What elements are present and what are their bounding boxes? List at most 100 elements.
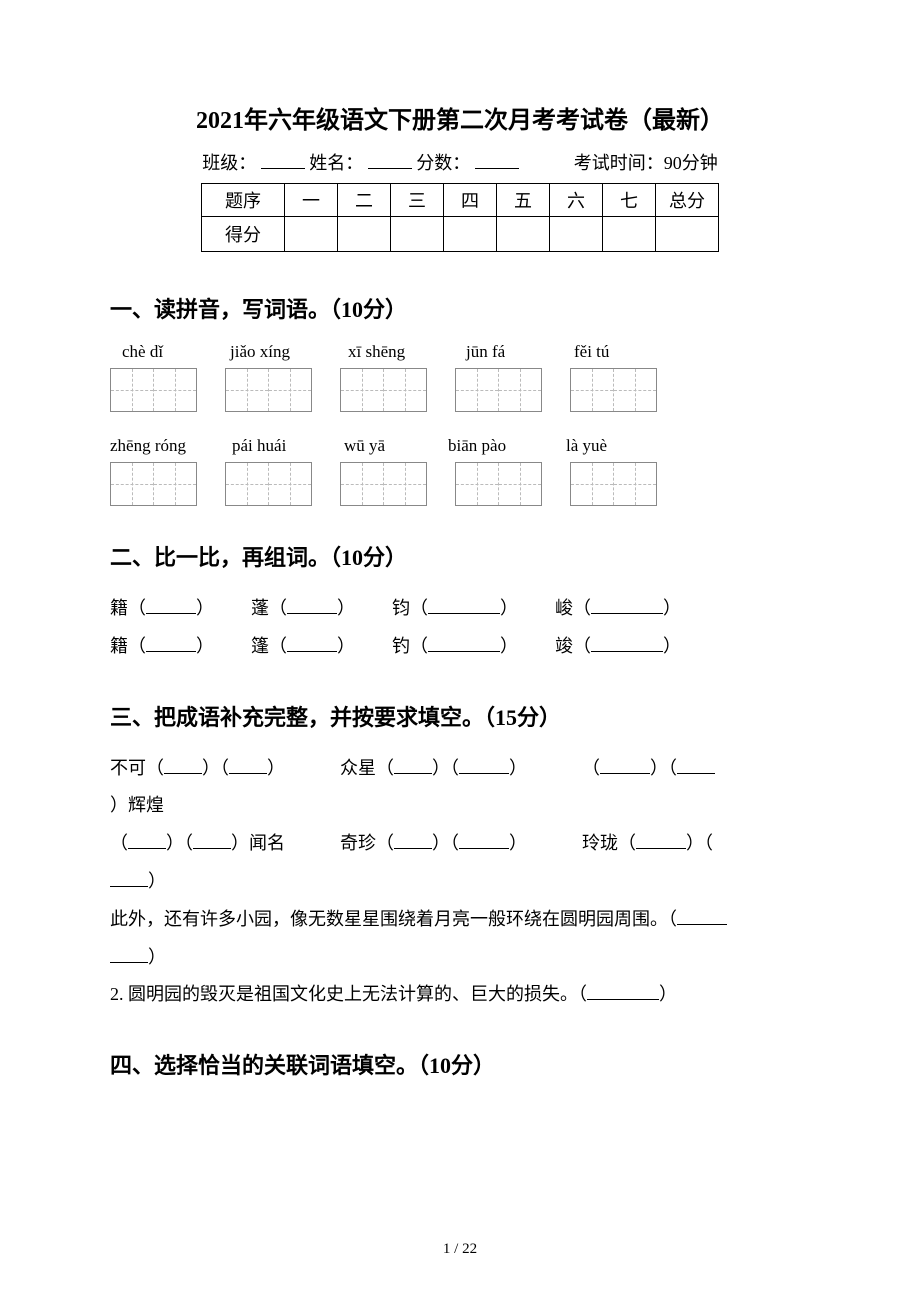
answer-blank[interactable]: [677, 924, 727, 925]
class-label: 班级：: [202, 153, 256, 173]
name-label: 姓名：: [309, 153, 363, 173]
pinyin-item: xī shēng: [348, 342, 466, 362]
pinyin-item: pái huái: [232, 436, 344, 456]
score-cell[interactable]: [444, 217, 497, 252]
question-text: 2. 圆明园的毁灭是祖国文化史上无法计算的、巨大的损失。: [110, 984, 578, 1004]
score-table-row-label: 题序: [202, 184, 285, 217]
score-table-score-row: 得分: [202, 217, 719, 252]
pinyin-item: fěi tú: [574, 342, 674, 362]
pinyin-item: jiǎo xíng: [230, 342, 348, 362]
word-char: 钧: [392, 598, 410, 618]
score-col: 七: [603, 184, 656, 217]
char-box-group[interactable]: [455, 368, 542, 412]
word-blank[interactable]: [428, 613, 500, 614]
word-blank[interactable]: [591, 651, 663, 652]
word-blank[interactable]: [428, 651, 500, 652]
word-char: 籍: [110, 598, 128, 618]
score-col: 一: [285, 184, 338, 217]
word-char: 蓬: [251, 598, 269, 618]
idiom-blank[interactable]: [164, 773, 202, 774]
section-2-content: 籍（） 蓬（） 钧（） 峻（） 籍（） 篷（） 钓（） 竣（）: [110, 590, 810, 666]
score-table: 题序 一 二 三 四 五 六 七 总分 得分: [201, 183, 719, 252]
idiom-blank[interactable]: [600, 773, 650, 774]
pinyin-item: chè dǐ: [110, 342, 230, 362]
char-box-group[interactable]: [110, 368, 197, 412]
student-meta: 班级： 姓名： 分数： 考试时间：90分钟: [110, 149, 810, 175]
score-cell[interactable]: [603, 217, 656, 252]
answer-blank[interactable]: [587, 999, 659, 1000]
idiom-blank[interactable]: [636, 848, 686, 849]
char-box-group[interactable]: [110, 462, 197, 506]
idiom-prefix: 众星: [340, 758, 376, 778]
char-box-group[interactable]: [570, 462, 657, 506]
name-blank[interactable]: [368, 150, 412, 169]
score-col: 六: [550, 184, 603, 217]
pinyin-item: zhēng róng: [110, 436, 232, 456]
idiom-prefix: 不可: [110, 758, 146, 778]
page-number: 1 / 22: [0, 1241, 920, 1258]
word-char: 峻: [555, 598, 573, 618]
idiom-blank[interactable]: [459, 848, 509, 849]
class-blank[interactable]: [261, 150, 305, 169]
pinyin-item: jūn fá: [466, 342, 574, 362]
score-cell[interactable]: [550, 217, 603, 252]
char-box-group[interactable]: [570, 368, 657, 412]
word-blank[interactable]: [146, 613, 196, 614]
word-blank[interactable]: [591, 613, 663, 614]
score-cell[interactable]: [391, 217, 444, 252]
score-cell[interactable]: [338, 217, 391, 252]
char-boxes-row-1: [110, 368, 810, 412]
pinyin-item: wū yā: [344, 436, 448, 456]
pinyin-item: biān pào: [448, 436, 566, 456]
char-boxes-row-2: [110, 462, 810, 506]
idiom-suffix: 闻名: [249, 833, 285, 853]
word-char: 钓: [392, 636, 410, 656]
word-char: 竣: [555, 636, 573, 656]
score-blank[interactable]: [475, 150, 519, 169]
idiom-blank[interactable]: [193, 848, 231, 849]
idiom-prefix: 玲珑: [582, 833, 618, 853]
score-label: 分数：: [416, 153, 470, 173]
word-char: 篷: [251, 636, 269, 656]
answer-blank[interactable]: [110, 962, 148, 963]
score-col: 四: [444, 184, 497, 217]
exam-page: 2021年六年级语文下册第二次月考考试卷（最新） 班级： 姓名： 分数： 考试时…: [0, 0, 920, 1302]
duration-label: 考试时间：90分钟: [574, 153, 718, 173]
idiom-blank[interactable]: [394, 848, 432, 849]
word-char: 籍: [110, 636, 128, 656]
score-cell[interactable]: [497, 217, 550, 252]
section-1-heading: 一、读拼音，写词语。（10分）: [110, 292, 810, 324]
idiom-blank[interactable]: [128, 848, 166, 849]
score-col-total: 总分: [656, 184, 719, 217]
idiom-suffix: 辉煌: [128, 795, 164, 815]
word-blank[interactable]: [287, 613, 337, 614]
idiom-blank[interactable]: [110, 886, 148, 887]
idiom-blank[interactable]: [677, 773, 715, 774]
section-4-heading: 四、选择恰当的关联词语填空。（10分）: [110, 1048, 810, 1080]
idiom-prefix: 奇珍: [340, 833, 376, 853]
page-title: 2021年六年级语文下册第二次月考考试卷（最新）: [110, 100, 810, 135]
question-text: 此外，还有许多小园，像无数星星围绕着月亮一般环绕在圆明园周围。: [110, 909, 668, 929]
pinyin-row-1: chè dǐ jiǎo xíng xī shēng jūn fá fěi tú: [110, 342, 810, 362]
pinyin-row-2: zhēng róng pái huái wū yā biān pào là yu…: [110, 436, 810, 456]
char-box-group[interactable]: [340, 462, 427, 506]
pinyin-item: là yuè: [566, 436, 666, 456]
char-box-group[interactable]: [340, 368, 427, 412]
idiom-blank[interactable]: [229, 773, 267, 774]
section-2-heading: 二、比一比，再组词。（10分）: [110, 540, 810, 572]
idiom-blank[interactable]: [394, 773, 432, 774]
score-cell[interactable]: [656, 217, 719, 252]
score-row-label: 得分: [202, 217, 285, 252]
score-cell[interactable]: [285, 217, 338, 252]
section-3-content: 不可（）（） 众星（）（） （）（ ）辉煌 （）（）闻名 奇珍（）（） 玲珑（）…: [110, 750, 810, 1015]
score-table-header-row: 题序 一 二 三 四 五 六 七 总分: [202, 184, 719, 217]
section-3-heading: 三、把成语补充完整，并按要求填空。（15分）: [110, 700, 810, 732]
char-box-group[interactable]: [225, 368, 312, 412]
idiom-blank[interactable]: [459, 773, 509, 774]
char-box-group[interactable]: [225, 462, 312, 506]
word-blank[interactable]: [287, 651, 337, 652]
score-col: 三: [391, 184, 444, 217]
score-col: 二: [338, 184, 391, 217]
word-blank[interactable]: [146, 651, 196, 652]
char-box-group[interactable]: [455, 462, 542, 506]
